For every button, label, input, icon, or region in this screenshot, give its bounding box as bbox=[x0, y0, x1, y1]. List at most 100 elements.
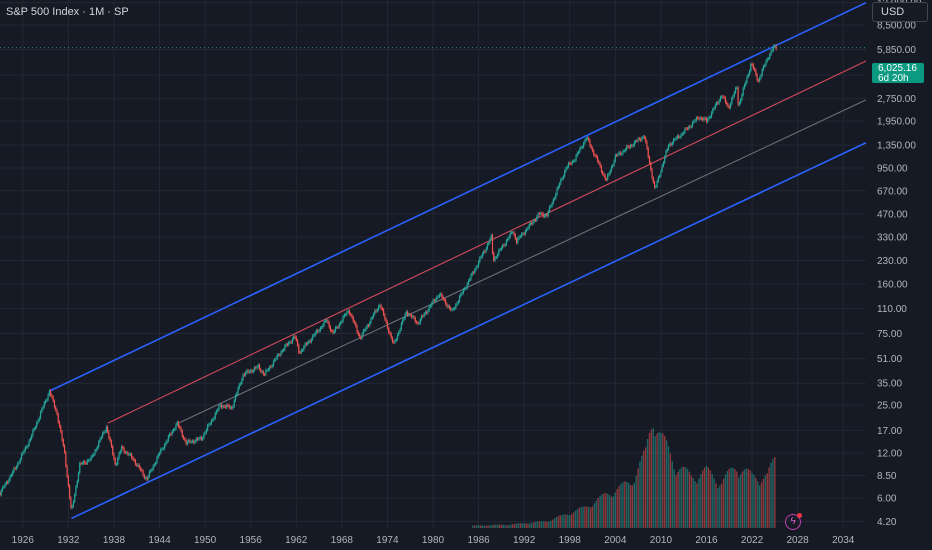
candle-body bbox=[407, 311, 409, 316]
volume-bar bbox=[472, 525, 474, 528]
candle-body bbox=[572, 161, 575, 162]
candle-body bbox=[403, 318, 405, 320]
candle-body bbox=[688, 126, 690, 129]
candle-body bbox=[536, 216, 538, 221]
candle-body bbox=[775, 45, 777, 49]
candle-body bbox=[595, 155, 597, 157]
candle-body bbox=[458, 296, 461, 302]
volume-bar bbox=[679, 469, 681, 528]
volume-bar bbox=[650, 429, 653, 528]
candle-body bbox=[702, 118, 704, 121]
candle-body bbox=[293, 336, 295, 339]
candle-body bbox=[69, 485, 71, 498]
candle-body bbox=[119, 451, 121, 454]
candle-body bbox=[691, 122, 694, 127]
y-tick-label: 5,850.00 bbox=[877, 45, 916, 56]
candle-body bbox=[710, 112, 713, 117]
volume-bar bbox=[603, 493, 605, 528]
candle-body bbox=[146, 477, 148, 480]
candle-body bbox=[194, 441, 196, 443]
candle-body bbox=[383, 309, 385, 315]
candle-body bbox=[129, 454, 132, 455]
candle-body bbox=[337, 327, 339, 328]
candle-body bbox=[760, 75, 762, 78]
candle-body bbox=[319, 327, 321, 331]
candle-body bbox=[27, 445, 29, 448]
x-tick-label: 1986 bbox=[467, 535, 490, 546]
candle-body bbox=[542, 213, 544, 217]
candle-body bbox=[681, 133, 684, 135]
candle-body bbox=[237, 388, 239, 394]
volume-bar bbox=[517, 523, 520, 528]
candle-body bbox=[694, 120, 696, 122]
candle-body bbox=[46, 399, 48, 401]
volume-bar bbox=[534, 521, 537, 528]
candle-body bbox=[81, 463, 83, 465]
volume-bar bbox=[741, 471, 744, 528]
candle-body bbox=[509, 232, 511, 237]
candle-body bbox=[101, 433, 104, 438]
candle-body bbox=[117, 458, 119, 465]
volume-bar bbox=[605, 493, 607, 528]
candle-body bbox=[99, 438, 101, 442]
candle-body bbox=[617, 154, 619, 156]
candle-body bbox=[643, 136, 646, 138]
candle-body bbox=[31, 435, 33, 439]
candle-body bbox=[665, 151, 667, 157]
candle-body bbox=[122, 446, 124, 449]
candle-body bbox=[1, 487, 4, 491]
volume-bar bbox=[703, 467, 706, 528]
candle-body bbox=[326, 320, 328, 322]
candle-body bbox=[698, 117, 700, 119]
volume-bar bbox=[681, 467, 683, 528]
volume-bar bbox=[493, 524, 495, 528]
candle-body bbox=[375, 310, 377, 312]
candle-body bbox=[474, 269, 476, 273]
candle-body bbox=[381, 308, 383, 310]
candle-body bbox=[166, 440, 168, 443]
volume-bar bbox=[705, 465, 708, 528]
volume-bar bbox=[529, 523, 531, 528]
x-tick-label: 1938 bbox=[103, 535, 126, 546]
volume-bar bbox=[567, 514, 569, 528]
candle-body bbox=[723, 96, 725, 98]
candle-body bbox=[286, 344, 289, 346]
volume-bar bbox=[643, 450, 645, 528]
candle-body bbox=[324, 320, 326, 322]
candle-body bbox=[496, 254, 499, 258]
candle-body bbox=[717, 102, 719, 104]
candle-body bbox=[284, 345, 286, 350]
candle-body bbox=[624, 149, 627, 151]
candle-body bbox=[743, 85, 746, 89]
candle-body bbox=[553, 198, 556, 200]
candle-body bbox=[610, 166, 613, 171]
candle-body bbox=[470, 274, 472, 280]
volume-bar bbox=[496, 524, 499, 528]
candle-body bbox=[114, 458, 116, 465]
volume-bar bbox=[665, 440, 668, 528]
candle-body bbox=[396, 334, 399, 340]
candle-body bbox=[71, 506, 73, 508]
flash-icon[interactable]: ϟ bbox=[785, 513, 802, 530]
last-price-value: 6,025.16 bbox=[878, 63, 917, 74]
candle-body bbox=[650, 162, 652, 170]
currency-button[interactable]: USD bbox=[872, 2, 928, 22]
candle-body bbox=[576, 153, 578, 156]
volume-bar bbox=[506, 525, 508, 528]
candle-body bbox=[370, 318, 372, 323]
candle-body bbox=[400, 323, 402, 330]
candle-body bbox=[510, 232, 513, 234]
volume-bar bbox=[521, 523, 523, 528]
candle-body bbox=[729, 103, 732, 108]
candle-body bbox=[670, 143, 672, 145]
candle-body bbox=[153, 464, 156, 466]
candle-body bbox=[188, 440, 190, 442]
candle-body bbox=[393, 341, 395, 343]
volume-bar bbox=[610, 496, 613, 528]
candle-body bbox=[718, 100, 720, 104]
candle-body bbox=[736, 87, 738, 89]
symbol-title[interactable]: S&P 500 Index · 1M · SP bbox=[6, 6, 129, 18]
volume-bar bbox=[475, 525, 478, 528]
volume-bar bbox=[641, 455, 643, 528]
